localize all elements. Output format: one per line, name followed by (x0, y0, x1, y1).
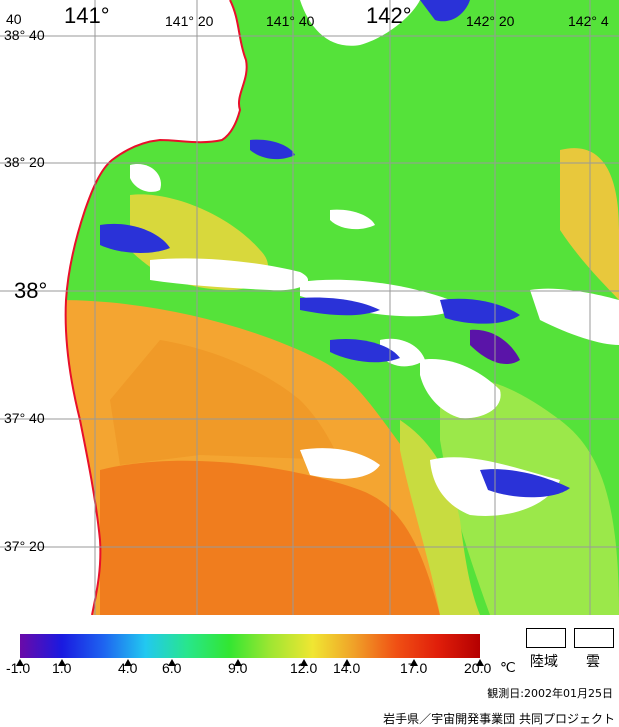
tick-label: 14.0 (333, 660, 361, 676)
tick-label: 12.0 (290, 660, 318, 676)
lat-label-38-40: 38° 40 (4, 27, 45, 43)
orange-band (110, 340, 340, 465)
lat-label-38: 38° (14, 278, 48, 303)
lat-label-37-20: 37° 20 (4, 538, 45, 554)
yellow-green-south (400, 420, 480, 615)
tick-mark (343, 659, 351, 666)
tick-mark (234, 659, 242, 666)
lon-label-141: 141° (64, 3, 110, 28)
lon-label-141-20: 141° 20 (165, 13, 214, 29)
unit-label: ℃ (500, 659, 516, 675)
hot-water-region (100, 460, 440, 615)
tick-label: 4.0 (118, 660, 138, 676)
lon-label-142: 142° (366, 3, 412, 28)
land-swatch (526, 628, 566, 648)
tick-mark (168, 659, 176, 666)
land-area (0, 0, 247, 615)
tick-mark (124, 659, 132, 666)
tick-mark (476, 659, 484, 666)
cloud-swatch (574, 628, 614, 648)
cloud-label: 雲 (586, 653, 600, 669)
lon-label-141-40: 141° 40 (266, 13, 315, 29)
temperature-colorbar (20, 634, 480, 658)
land-label: 陸域 (530, 653, 558, 669)
tick-mark (410, 659, 418, 666)
tick-mark (58, 659, 66, 666)
lat-label-38-20: 38° 20 (4, 154, 45, 170)
tick-label: 1.0 (52, 660, 72, 676)
tick-label: 20.0 (464, 660, 492, 676)
sea-surface-temperature-map: 40 141° 141° 20 141° 40 142° 142° 20 142… (0, 0, 619, 615)
cold-water-fringes (100, 0, 570, 498)
corner-label: 40 (6, 11, 22, 27)
map-canvas (0, 0, 619, 615)
tick-label: 9.0 (228, 660, 248, 676)
legend: -1.0 1.0 4.0 6.0 9.0 12.0 14.0 17.0 20.0… (0, 615, 619, 726)
credit-line: 岩手県／宇宙開発事業団 共同プロジェクト (383, 712, 615, 726)
lon-label-142-40: 142° 4 (568, 13, 609, 29)
lon-label-142-20: 142° 20 (466, 13, 515, 29)
tick-label: 17.0 (400, 660, 428, 676)
tick-mark (300, 659, 308, 666)
tick-label: 6.0 (162, 660, 182, 676)
tick-label: -1.0 (6, 660, 31, 676)
lat-label-37-40: 37° 40 (4, 410, 45, 426)
coastline (64, 0, 248, 615)
observation-date: 観測日:2002年01月25日 (487, 687, 613, 700)
graticule (0, 0, 619, 615)
tick-mark (16, 659, 24, 666)
